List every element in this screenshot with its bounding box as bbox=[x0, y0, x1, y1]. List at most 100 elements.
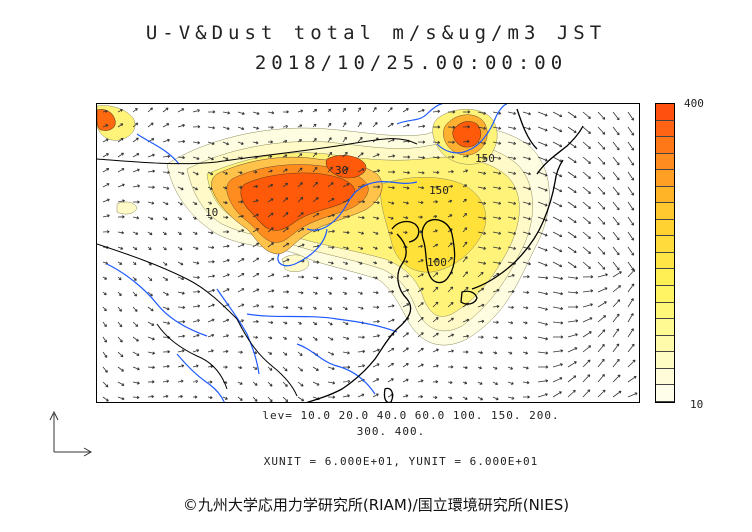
wind-arrow bbox=[117, 246, 124, 250]
wind-arrow bbox=[312, 381, 320, 386]
wind-arrow bbox=[522, 141, 531, 146]
wind-arrow bbox=[567, 216, 577, 224]
wind-arrow bbox=[297, 336, 303, 341]
wind-arrow bbox=[462, 169, 469, 173]
wind-arrow bbox=[147, 122, 154, 128]
wind-arrow bbox=[537, 306, 548, 311]
wind-arrow bbox=[207, 156, 214, 161]
wind-arrow bbox=[417, 302, 424, 308]
wind-arrow bbox=[432, 214, 438, 219]
wind-arrow bbox=[372, 319, 380, 324]
wind-arrow bbox=[267, 336, 273, 340]
wind-arrow bbox=[417, 215, 423, 219]
wind-arrow bbox=[117, 231, 125, 235]
wind-arrow bbox=[432, 286, 439, 293]
wind-arrow bbox=[162, 216, 168, 221]
wind-arrow bbox=[252, 381, 258, 386]
wind-arrow bbox=[612, 126, 620, 136]
wind-arrow bbox=[102, 124, 109, 128]
wind-arrow bbox=[522, 395, 530, 399]
wind-arrow bbox=[312, 138, 317, 143]
wind-arrow bbox=[612, 343, 620, 353]
wind-arrow bbox=[552, 306, 564, 311]
wind-arrow bbox=[477, 261, 487, 265]
wind-arrow bbox=[252, 273, 260, 278]
wind-arrow bbox=[282, 182, 288, 188]
wind-arrow bbox=[162, 306, 170, 311]
wind-arrow bbox=[612, 328, 620, 338]
wind-arrow bbox=[447, 140, 455, 144]
wind-arrow bbox=[192, 201, 198, 205]
wind-arrow bbox=[192, 231, 198, 235]
wind-arrow bbox=[342, 136, 347, 143]
wind-arrow bbox=[387, 201, 395, 205]
wind-arrow bbox=[507, 351, 513, 355]
wind-arrow bbox=[207, 110, 216, 114]
wind-arrow bbox=[192, 364, 199, 368]
wind-arrow bbox=[507, 126, 517, 130]
wind-arrow bbox=[117, 276, 122, 281]
wind-arrow bbox=[222, 186, 228, 190]
wind-arrow bbox=[447, 110, 456, 114]
wind-arrow bbox=[627, 298, 634, 308]
wind-arrow bbox=[567, 186, 577, 194]
wind-arrow bbox=[402, 363, 409, 368]
wind-arrow bbox=[387, 290, 395, 294]
wind-arrow bbox=[387, 304, 395, 308]
wind-arrow bbox=[522, 351, 529, 355]
wind-arrow bbox=[147, 306, 154, 312]
wind-arrow bbox=[102, 138, 109, 143]
wind-arrow bbox=[252, 228, 260, 233]
wind-arrow bbox=[162, 350, 171, 354]
wind-arrow bbox=[582, 141, 591, 149]
wind-arrow bbox=[507, 381, 514, 385]
wind-arrow bbox=[267, 227, 274, 233]
wind-arrow bbox=[597, 374, 605, 383]
wind-arrow bbox=[327, 351, 335, 356]
wind-arrow bbox=[507, 336, 513, 340]
wind-arrow bbox=[597, 329, 606, 338]
wind-arrow bbox=[192, 156, 200, 160]
wind-arrow bbox=[537, 171, 548, 177]
wind-arrow bbox=[282, 336, 288, 340]
wind-arrow bbox=[102, 336, 107, 343]
wind-arrow bbox=[522, 216, 531, 221]
wind-arrow bbox=[237, 303, 245, 308]
wind-arrow bbox=[357, 276, 363, 280]
wind-arrow bbox=[327, 198, 335, 203]
wind-arrow bbox=[462, 334, 470, 338]
wind-arrow bbox=[477, 287, 485, 293]
wind-arrow bbox=[447, 333, 455, 338]
wind-arrow bbox=[177, 394, 183, 399]
wind-arrow bbox=[417, 124, 426, 128]
wind-arrow bbox=[612, 201, 620, 211]
wind-arrow bbox=[177, 364, 185, 368]
wind-arrow bbox=[447, 286, 454, 293]
wind-arrow bbox=[132, 246, 138, 251]
wind-arrow bbox=[297, 321, 302, 325]
wind-arrow bbox=[132, 137, 139, 143]
wind-arrow bbox=[477, 216, 487, 220]
wind-arrow bbox=[522, 366, 529, 370]
wind-arrow bbox=[342, 122, 347, 128]
wind-arrow bbox=[627, 246, 635, 256]
wind-arrow bbox=[192, 304, 201, 308]
wind-arrow bbox=[627, 375, 637, 383]
wind-arrow bbox=[102, 109, 108, 113]
wind-arrow bbox=[387, 107, 393, 113]
wind-arrow bbox=[222, 156, 229, 161]
wind-arrow bbox=[402, 216, 409, 220]
wind-arrow bbox=[237, 141, 244, 145]
wind-arrow bbox=[582, 317, 593, 323]
wind-arrow bbox=[522, 336, 528, 340]
wind-arrow bbox=[177, 123, 185, 128]
wind-arrow bbox=[282, 168, 288, 173]
wind-arrow bbox=[612, 231, 620, 241]
wind-arrow bbox=[582, 359, 591, 368]
wind-arrow bbox=[522, 261, 531, 266]
wind-arrow bbox=[162, 107, 169, 113]
wind-arrow bbox=[117, 306, 122, 312]
wind-arrow bbox=[432, 200, 438, 204]
wind-arrow bbox=[537, 201, 548, 207]
wind-arrow bbox=[627, 186, 635, 196]
